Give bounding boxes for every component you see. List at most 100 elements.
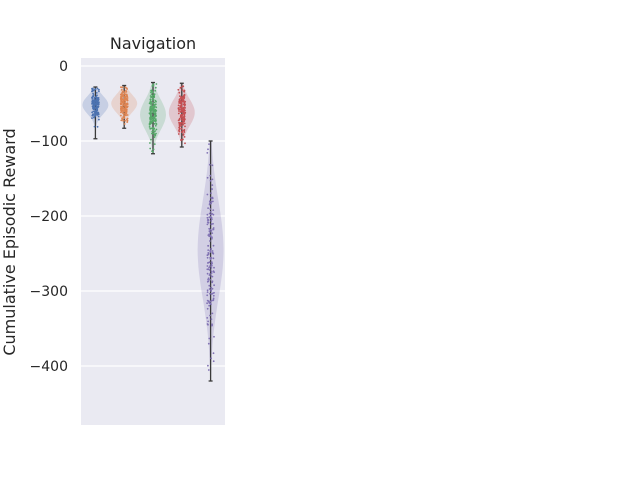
- strip-point: [210, 289, 213, 291]
- strip-point: [155, 106, 158, 109]
- strip-point: [210, 192, 212, 195]
- strip-point: [208, 200, 211, 203]
- strip-point: [177, 112, 180, 115]
- strip-point: [149, 112, 152, 114]
- strip-point: [177, 88, 180, 91]
- strip-point: [120, 108, 122, 111]
- strip-point: [96, 125, 99, 128]
- strip-point: [208, 269, 211, 271]
- strip-point: [96, 101, 99, 103]
- strip-point: [183, 112, 186, 115]
- strip-point: [125, 91, 128, 93]
- strip-point: [150, 127, 152, 130]
- strip-point: [122, 103, 124, 105]
- strip-point: [210, 196, 213, 199]
- strip-point: [151, 99, 154, 101]
- strip-point: [120, 106, 123, 109]
- strip-point: [178, 128, 181, 131]
- chart-title: Navigation: [110, 34, 196, 53]
- strip-point: [91, 114, 94, 117]
- strip-point: [120, 89, 123, 91]
- strip-point: [154, 89, 157, 92]
- strip-point: [178, 118, 181, 121]
- strip-point: [178, 98, 181, 101]
- strip-point: [94, 88, 97, 90]
- strip-point: [124, 109, 127, 112]
- strip-point: [209, 292, 211, 295]
- strip-point: [148, 126, 151, 128]
- strip-point: [154, 134, 157, 137]
- strip-point: [206, 307, 209, 310]
- strip-point: [206, 265, 209, 267]
- strip-point: [211, 212, 214, 215]
- strip-point: [212, 352, 215, 355]
- strip-point: [153, 112, 156, 114]
- strip-point: [150, 138, 152, 141]
- y-tick-label: 0: [59, 59, 68, 75]
- strip-point: [210, 318, 213, 320]
- strip-point: [210, 220, 213, 222]
- strip-point: [149, 115, 152, 118]
- strip-point: [149, 98, 152, 101]
- strip-point: [151, 130, 154, 133]
- strip-point: [125, 87, 128, 89]
- strip-point: [92, 106, 95, 108]
- strip-point: [210, 201, 213, 203]
- strip-point: [122, 98, 125, 101]
- strip-point: [212, 252, 215, 255]
- strip-point: [210, 223, 213, 225]
- strip-point: [211, 188, 213, 190]
- strip-point: [151, 107, 154, 110]
- strip-point: [206, 302, 209, 305]
- strip-point: [207, 342, 210, 345]
- strip-point: [211, 292, 214, 295]
- strip-point: [182, 99, 185, 102]
- strip-point: [206, 289, 209, 292]
- strip-point: [210, 270, 213, 273]
- strip-point: [96, 94, 98, 97]
- strip-point: [91, 98, 94, 100]
- strip-point: [184, 103, 187, 106]
- strip-point: [124, 99, 127, 101]
- strip-point: [210, 303, 212, 306]
- strip-point: [181, 118, 184, 121]
- strip-point: [207, 148, 209, 151]
- strip-point: [181, 96, 184, 98]
- strip-point: [184, 118, 186, 121]
- strip-point: [183, 114, 186, 117]
- strip-point: [97, 113, 99, 115]
- strip-point: [178, 110, 180, 112]
- strip-point: [98, 118, 100, 121]
- strip-point: [212, 270, 215, 273]
- strip-point: [126, 114, 129, 116]
- strip-point: [211, 312, 214, 315]
- strip-point: [119, 97, 122, 100]
- strip-point: [150, 93, 153, 95]
- strip-point: [121, 118, 124, 121]
- strip-point: [98, 88, 100, 91]
- strip-point: [184, 142, 186, 145]
- strip-point: [91, 103, 93, 105]
- strip-point: [178, 124, 181, 127]
- strip-point: [182, 122, 184, 125]
- strip-point: [212, 294, 215, 297]
- strip-point: [178, 91, 181, 94]
- strip-point: [97, 115, 100, 118]
- strip-point: [210, 236, 213, 238]
- strip-point: [206, 256, 209, 259]
- strip-point: [208, 202, 211, 205]
- strip-point: [182, 108, 185, 111]
- strip-point: [211, 250, 214, 252]
- strip-point: [178, 130, 181, 133]
- strip-point: [212, 228, 215, 231]
- strip-point: [154, 112, 157, 114]
- strip-point: [180, 124, 183, 127]
- strip-point: [210, 299, 213, 302]
- strip-point: [150, 102, 153, 105]
- strip-point: [207, 320, 210, 323]
- strip-point: [207, 249, 210, 252]
- strip-point: [211, 164, 214, 167]
- strip-point: [207, 278, 210, 281]
- strip-point: [91, 87, 93, 90]
- strip-point: [91, 99, 94, 102]
